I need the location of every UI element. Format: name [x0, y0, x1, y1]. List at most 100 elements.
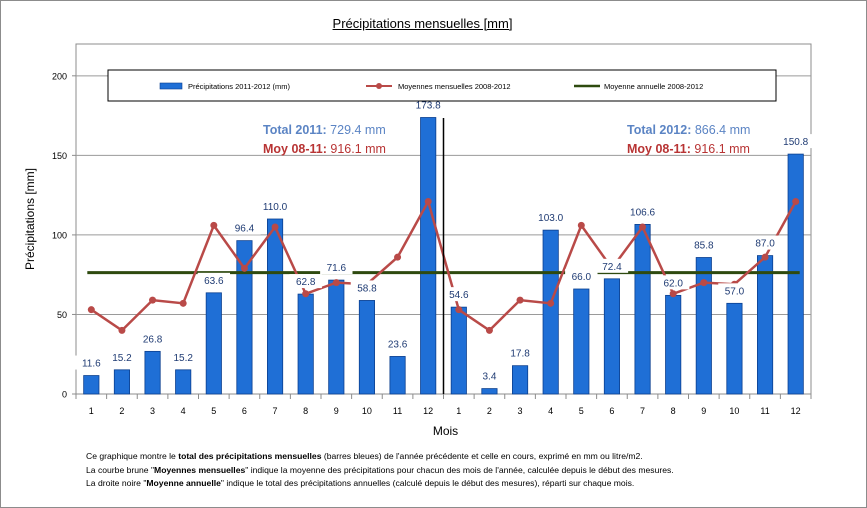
monthly-average-marker	[792, 198, 800, 205]
annotation-total: Moy 08-11: 916.1 mm	[263, 142, 386, 156]
footnote-line-1: Ce graphique montre le total des précipi…	[86, 450, 846, 464]
data-label: 15.2	[173, 353, 193, 364]
footnote-bold: Moyennes mensuelles	[154, 464, 246, 475]
x-tick-label: 8	[303, 406, 308, 416]
chart-title: Précipitations mensuelles [mm]	[332, 16, 513, 31]
footnote-bold: Moyenne annuelle	[146, 478, 221, 489]
data-label-bg	[656, 275, 690, 290]
data-label-bg	[136, 331, 169, 346]
data-label: 3.4	[482, 372, 496, 383]
annotation-label: Total 2012:	[627, 123, 691, 137]
monthly-average-marker	[761, 253, 769, 261]
data-label-bg	[289, 274, 322, 289]
x-tick-label: 1	[456, 406, 461, 416]
footnote: Ce graphique montre le total des précipi…	[86, 450, 846, 491]
x-tick-label: 6	[242, 406, 247, 416]
legend-label: Moyenne annuelle 2008-2012	[604, 82, 703, 91]
annotation-label: Total 2011:	[263, 123, 327, 137]
monthly-average-marker	[577, 221, 585, 229]
x-tick-label: 2	[487, 406, 492, 416]
data-label: 54.6	[449, 290, 469, 301]
monthly-average-marker	[394, 253, 402, 261]
data-label-bg	[442, 287, 476, 302]
annotation-value: 916.1 mm	[691, 142, 750, 156]
monthly-average-marker	[271, 223, 279, 231]
data-label: 17.8	[510, 349, 530, 360]
data-label-bg	[166, 349, 200, 364]
data-label-bg	[687, 237, 721, 252]
monthly-average-marker	[485, 326, 493, 334]
bar	[389, 356, 406, 395]
bar	[420, 117, 437, 395]
y-tick-label: 0	[62, 390, 67, 400]
x-tick-label: 9	[334, 406, 339, 416]
x-tick-label: 11	[760, 406, 769, 416]
footnote-text: La courbe brune "	[86, 464, 155, 475]
data-label-bg	[565, 269, 598, 283]
monthly-average-marker	[302, 290, 310, 298]
data-label-bg	[381, 336, 414, 351]
footnote-text: Ce graphique montre le	[86, 451, 179, 461]
bar	[113, 369, 130, 395]
monthly-average-marker	[424, 198, 432, 205]
data-label-bg	[776, 134, 816, 149]
x-tick-label: 2	[119, 406, 124, 416]
bar	[757, 255, 774, 395]
bar	[481, 388, 498, 395]
monthly-average-marker	[240, 264, 248, 272]
x-axis-label: Mois	[433, 424, 458, 438]
annotation-label: Moy 08-11:	[627, 142, 691, 156]
y-tick-label: 50	[57, 310, 67, 320]
bar	[542, 229, 559, 395]
footnote-text: " indique la moyenne des précipitations …	[245, 464, 674, 475]
bar	[297, 293, 314, 395]
x-tick-label: 3	[150, 406, 155, 416]
data-label: 62.8	[296, 277, 316, 288]
bar	[205, 292, 222, 395]
bar	[634, 224, 651, 395]
x-tick-label: 12	[423, 406, 433, 416]
footnote-text: (barres bleues) de l'année précédente et…	[321, 451, 643, 461]
footnote-text: La droite noire "	[86, 478, 147, 489]
y-tick-label: 100	[52, 230, 67, 240]
data-label: 72.4	[602, 262, 622, 273]
bar	[695, 257, 712, 395]
data-label-bg	[748, 235, 782, 250]
monthly-average-marker	[87, 306, 95, 314]
data-label-bg	[75, 355, 108, 370]
bar	[573, 288, 590, 395]
data-label: 15.2	[112, 353, 132, 364]
bar	[236, 240, 253, 395]
data-label: 11.6	[82, 359, 101, 370]
x-tick-label: 9	[701, 406, 706, 416]
data-label-bg	[503, 345, 537, 360]
data-label: 62.0	[663, 278, 683, 289]
bar	[267, 218, 284, 395]
bar	[358, 300, 375, 395]
annotation-label: Moy 08-11:	[263, 142, 327, 156]
x-tick-label: 4	[548, 406, 553, 416]
data-label: 110.0	[263, 202, 288, 213]
monthly-average-marker	[179, 299, 187, 307]
monthly-average-marker	[547, 299, 555, 307]
data-label: 106.6	[630, 207, 655, 218]
monthly-average-marker	[332, 279, 340, 287]
data-label-bg	[320, 260, 353, 275]
bar	[665, 294, 682, 395]
data-label: 150.8	[783, 137, 808, 148]
data-label-bg	[623, 204, 663, 219]
data-label: 103.0	[538, 213, 563, 224]
data-label: 57.0	[725, 286, 745, 297]
data-label-bg	[197, 272, 231, 287]
legend-label: Précipitations 2011-2012 (mm)	[188, 82, 290, 91]
data-label: 85.8	[694, 241, 714, 252]
footnote-line-3: La droite noire "Moyenne annuelle" indiq…	[86, 477, 846, 491]
data-label-bg	[255, 199, 295, 213]
data-label-bg	[718, 283, 751, 298]
data-label: 23.6	[388, 339, 408, 350]
monthly-average-marker	[210, 221, 218, 229]
data-label-bg	[595, 258, 629, 273]
x-tick-label: 7	[640, 406, 645, 416]
annotation-total: Total 2012: 866.4 mm	[627, 123, 750, 137]
data-label: 26.8	[143, 334, 163, 345]
